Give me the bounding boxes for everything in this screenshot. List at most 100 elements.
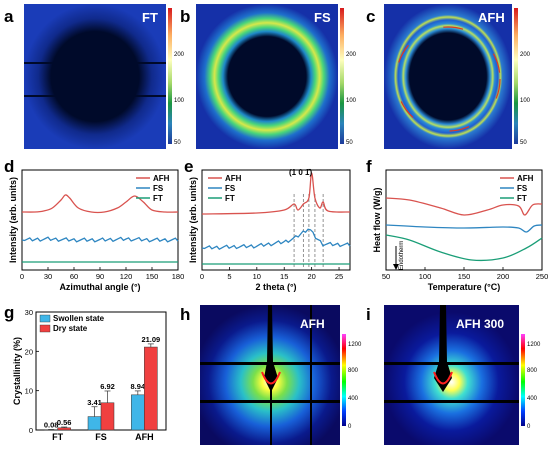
x-tick-label: 120 — [120, 272, 133, 281]
colorbar-tick: 200 — [346, 52, 357, 58]
legend-label-ft: FT — [517, 194, 527, 203]
colorbar-tick: 0 — [527, 424, 531, 430]
legend-label-afh: AFH — [153, 174, 170, 183]
x-tick-label: 150 — [146, 272, 159, 281]
panel-letter-g: g — [4, 303, 14, 322]
series-line-fs — [201, 228, 351, 251]
pattern-b-image — [196, 4, 338, 149]
panel-title-b: FS — [314, 10, 331, 25]
pattern-c-image — [384, 4, 512, 149]
colorbar-tick: 800 — [348, 368, 359, 374]
beamstop — [264, 305, 278, 392]
panel-i: i AFH 300 — [366, 305, 519, 445]
panel-g: g 0 10 20 30 Crystallinity (%) FT 0.080.56 FS 3.… — [4, 303, 167, 442]
panel-letter-d: d — [4, 157, 14, 176]
bar-value-label: 3.41 — [87, 398, 102, 407]
panel-letter-a: a — [4, 7, 14, 26]
panel-e: e 0 5 10 15 20 25 2 theta (°) Intensity (arb. u… — [184, 157, 351, 292]
x-tick-label: 100 — [419, 272, 432, 281]
legend-label-0: Swollen state — [53, 314, 105, 323]
panel-c: c AFH — [366, 4, 512, 149]
detector-gap — [24, 62, 166, 64]
legend-label-1: Dry state — [53, 324, 88, 333]
colorbar-tick: 200 — [174, 52, 185, 58]
colorbar-tick: 100 — [520, 98, 531, 104]
x-tick-label: 0 — [20, 272, 24, 281]
y-tick-label: 20 — [25, 347, 33, 356]
series-line-ft — [385, 234, 543, 262]
colorbar-tick: 400 — [348, 396, 359, 402]
bar-afh-0 — [131, 394, 145, 431]
bar-value-label: 6.92 — [100, 382, 115, 391]
endotherm-label: Endotherm — [399, 241, 405, 270]
detector-gap — [384, 362, 519, 365]
legend-label-ft: FT — [225, 194, 235, 203]
panel-d: d 0 30 60 90 120 150 180 Azimuthal angle (°) Int… — [4, 157, 184, 292]
legend-label-afh: AFH — [517, 174, 534, 183]
x-tick-label: 15 — [280, 272, 288, 281]
detector-gap — [24, 95, 166, 97]
panel-title-h: AFH — [300, 317, 325, 331]
panel-f: f 50 100 150 200 250 Temperature (°C) Heat flo… — [366, 157, 548, 292]
panel-title-a: FT — [142, 10, 158, 25]
bar-afh-1 — [144, 346, 158, 431]
panel-letter-c: c — [366, 7, 375, 26]
colorbar-tick: 100 — [174, 98, 185, 104]
x-tick-label: 10 — [253, 272, 261, 281]
series-line-afh — [385, 197, 543, 216]
x-tick-label: 200 — [497, 272, 510, 281]
category-label: FT — [52, 432, 63, 442]
panel-letter-i: i — [366, 305, 371, 324]
series-line-fs — [385, 224, 543, 233]
bar-fs-1 — [100, 402, 115, 431]
chart-d: 0 30 60 90 120 150 180 Azimuthal angle (°) Inten… — [8, 169, 185, 292]
colorbar-bottom-1 — [521, 334, 525, 426]
y-axis-label: Intensity (arb. units) — [8, 177, 18, 263]
chart-e: 0 5 10 15 20 25 2 theta (°) Intensity (arb. uni… — [188, 169, 351, 292]
colorbars-top: 200 100 50 200 100 50 200 100 50 — [168, 8, 531, 146]
colorbar-top-1 — [340, 8, 344, 144]
legend-label-afh: AFH — [225, 174, 242, 183]
x-tick-label: 180 — [172, 272, 185, 281]
colorbar-tick: 1200 — [527, 342, 541, 348]
chart-f: 50 100 150 200 250 Temperature (°C) Heat flow … — [372, 169, 548, 292]
x-tick-label: 25 — [335, 272, 343, 281]
series-line-fs — [21, 236, 179, 243]
x-tick-label: 90 — [96, 272, 104, 281]
panel-letter-f: f — [366, 157, 372, 176]
series-line-afh — [201, 172, 351, 215]
x-axis-label: 2 theta (°) — [255, 282, 296, 292]
y-axis-label: Intensity (arb. units) — [188, 177, 198, 263]
legend-label-fs: FS — [225, 184, 236, 193]
detector-gap — [384, 400, 519, 403]
y-axis-label: Crystallinity (%) — [12, 337, 22, 405]
colorbar-tick: 800 — [527, 368, 538, 374]
panel-title-c: AFH — [478, 10, 505, 25]
bar-ft-1 — [57, 427, 71, 431]
colorbar-tick: 200 — [520, 52, 531, 58]
x-axis-label: Temperature (°C) — [428, 282, 500, 292]
panel-b: b FS — [180, 4, 338, 149]
y-tick-label: 30 — [25, 308, 33, 317]
colorbar-tick: 50 — [346, 140, 353, 146]
chart-g: 0 10 20 30 Crystallinity (%) FT 0.080.56 FS 3.41… — [12, 308, 167, 442]
inner-reflection — [261, 371, 281, 385]
colorbar-tick: 50 — [520, 140, 527, 146]
x-tick-label: 50 — [382, 272, 390, 281]
x-tick-label: 150 — [458, 272, 471, 281]
colorbar-tick: 0 — [348, 424, 352, 430]
legend-label-ft: FT — [153, 194, 163, 203]
panel-title-i: AFH 300 — [456, 317, 504, 331]
bar-value-label: 8.94 — [131, 382, 146, 391]
category-label: FS — [95, 432, 107, 442]
legend-label-fs: FS — [153, 184, 164, 193]
x-tick-label: 60 — [70, 272, 78, 281]
bar-value-label: 0.08 — [44, 420, 59, 429]
panel-letter-e: e — [184, 157, 193, 176]
x-tick-label: 20 — [307, 272, 315, 281]
panel-h: h AFH — [180, 305, 340, 445]
y-axis-label: Heat flow (W/g) — [372, 188, 382, 253]
plot-frame — [201, 169, 351, 271]
endotherm-arrow-head — [393, 264, 399, 270]
bar-fs-0 — [87, 416, 102, 431]
